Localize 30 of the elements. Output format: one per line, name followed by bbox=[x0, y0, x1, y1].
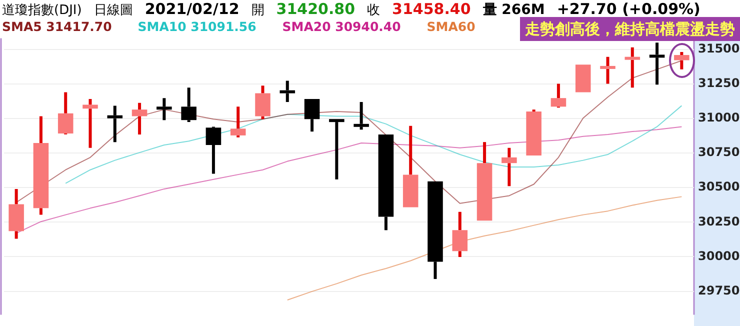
text: +27.70 (+0.09%) bbox=[556, 0, 700, 18]
chart-title: 道瓊指數(DJI) bbox=[2, 3, 82, 18]
text: SMA5 31417.70 bbox=[2, 19, 112, 34]
candlestick bbox=[526, 110, 542, 156]
candlestick bbox=[476, 142, 492, 221]
text: 走勢創高後，維持高檔震盪走勢 bbox=[520, 17, 740, 41]
candlestick bbox=[428, 181, 443, 279]
y-tick-label: 30750 bbox=[698, 145, 740, 160]
candlestick bbox=[575, 64, 591, 92]
text: 31458.40 bbox=[392, 0, 471, 18]
y-tick-label: 31250 bbox=[698, 76, 740, 90]
candlestick bbox=[402, 126, 418, 208]
text: SMA60 bbox=[426, 19, 476, 34]
text: 收 bbox=[367, 3, 380, 18]
y-tick-label: 30500 bbox=[698, 180, 740, 194]
text: 量 266M bbox=[482, 2, 545, 18]
text: 31420.80 bbox=[276, 0, 356, 18]
y-tick-label: 29750 bbox=[698, 283, 740, 298]
candlestick bbox=[304, 99, 320, 132]
y-tick-label: 30250 bbox=[698, 214, 740, 228]
text: SMA10 31091.56 bbox=[138, 19, 256, 34]
candlestick bbox=[378, 134, 394, 230]
y-tick-label: 31500 bbox=[698, 41, 740, 56]
y-tick-label: 31000 bbox=[698, 110, 740, 125]
candlestick bbox=[329, 119, 344, 180]
text: 日線圖 bbox=[94, 3, 133, 18]
y-tick-label: 30000 bbox=[698, 248, 740, 263]
text: 開 bbox=[251, 3, 264, 18]
text: 2021/02/12 bbox=[144, 0, 240, 18]
text: SMA20 30940.40 bbox=[282, 19, 401, 34]
